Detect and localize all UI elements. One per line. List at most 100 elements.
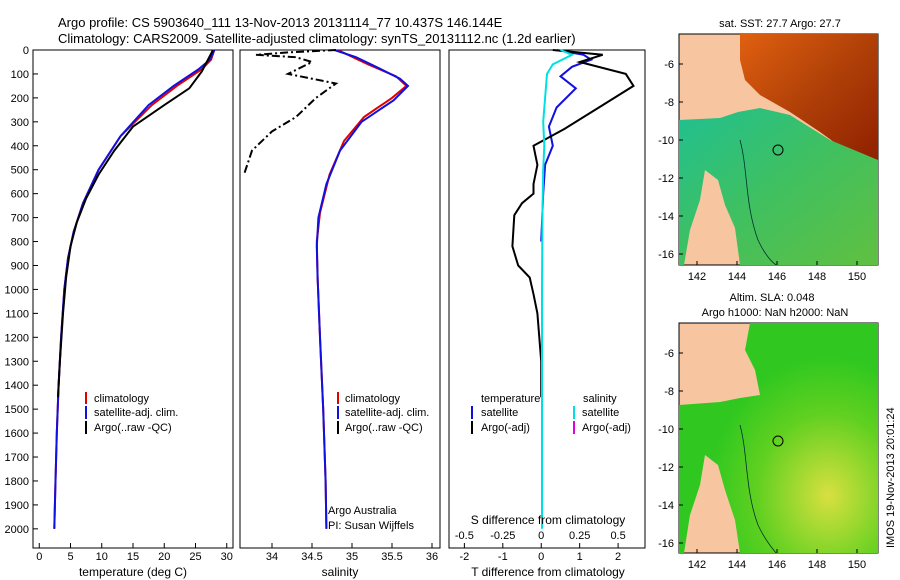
- x-tick-label: 34: [266, 551, 278, 563]
- x-tick-label: 1: [577, 551, 583, 563]
- temperature-series: [53, 49, 216, 529]
- series-line-argo-raw-qc-: [243, 49, 339, 175]
- legend-sal-argo: Argo(-adj): [582, 422, 631, 434]
- x-tick-label: 2: [615, 551, 621, 563]
- series-line-satellite-adj-clim-: [315, 49, 410, 529]
- credit-line-2: PI: Susan Wijffels: [328, 520, 414, 532]
- series-line-argo-raw-qc-: [57, 49, 214, 398]
- map-x-tick-label: 148: [808, 271, 826, 283]
- map-x-tick-label: 148: [808, 559, 826, 571]
- sla-argo-marker: [772, 435, 784, 447]
- legend-climatology: climatology: [345, 393, 401, 405]
- credit-line-1: Argo Australia: [328, 505, 397, 517]
- map-y-tick-label: -6: [664, 348, 674, 360]
- x-tick-label: 30: [221, 551, 233, 563]
- x-tick-label: 35: [346, 551, 358, 563]
- map-x-tick-label: 146: [768, 559, 786, 571]
- map-y-tick-label: -12: [658, 173, 674, 185]
- map-x-tick-label: 144: [728, 271, 746, 283]
- temperature-legend: climatology satellite-adj. clim. Argo(..…: [85, 392, 178, 434]
- x-tick-label: 34.5: [301, 551, 322, 563]
- x-tick-label: -2: [459, 551, 469, 563]
- map-x-tick-label: 146: [768, 271, 786, 283]
- temperature-xlabel: temperature (deg C): [79, 565, 187, 579]
- legend-satellite-adj: satellite-adj. clim.: [94, 407, 178, 419]
- salinity-legend: climatology satellite-adj. clim. Argo(..…: [337, 392, 429, 434]
- legend-salinity-heading: salinity: [583, 393, 617, 405]
- sla-map: Altim. SLA: 0.048 Argo h1000: NaN h2000:…: [658, 292, 879, 571]
- header-line-1: Argo profile: CS 5903640_111 13-Nov-2013…: [58, 15, 503, 30]
- salinity-xlabel: salinity: [322, 565, 359, 579]
- series-line-salinity-satellite: [541, 49, 575, 529]
- depth-tick-label: 1000: [5, 284, 29, 296]
- x-tick-label: 36: [426, 551, 438, 563]
- sla-map-title-2: Argo h1000: NaN h2000: NaN: [702, 307, 849, 319]
- difference-legend: temperature satellite Argo(-adj) salinit…: [471, 393, 631, 434]
- difference-x-ticks: -2 -1 0 1 2: [459, 543, 621, 563]
- x-tick-label: 15: [127, 551, 139, 563]
- x-tick-label: 5: [67, 551, 73, 563]
- legend-argo: Argo(..raw -QC): [345, 422, 423, 434]
- legend-argo: Argo(..raw -QC): [94, 422, 172, 434]
- legend-temperature-heading: temperature: [481, 393, 540, 405]
- map-y-tick-label: -14: [658, 211, 674, 223]
- map-x-tick-label: 142: [688, 271, 706, 283]
- series-line-temperature-argo-adj-: [511, 49, 635, 398]
- depth-tick-label: 0: [23, 45, 29, 57]
- s-diff-tick-label: 0: [538, 530, 544, 542]
- x-tick-label: 0: [538, 551, 544, 563]
- sst-map-ticks: 142 144 146 148 150 -6 -8 -10 -12 -14 -16: [658, 59, 866, 283]
- map-y-tick-label: -16: [658, 538, 674, 550]
- x-tick-label: -1: [498, 551, 508, 563]
- depth-tick-label: 500: [11, 165, 29, 177]
- temperature-x-ticks: 0 5 10 15 20 25 30: [36, 543, 233, 563]
- depth-tick-label: 1800: [5, 476, 29, 488]
- salinity-series: [243, 49, 410, 529]
- map-x-tick-label: 150: [848, 271, 866, 283]
- sla-map-title-1: Altim. SLA: 0.048: [730, 292, 815, 304]
- s-diff-tick-label: -0.5: [455, 530, 474, 542]
- sla-coastline: [739, 424, 777, 554]
- depth-tick-label: 800: [11, 237, 29, 249]
- s-diff-tick-label: 0.25: [569, 530, 590, 542]
- t-difference-label: T difference from climatology: [471, 565, 625, 579]
- depth-tick-label: 100: [11, 69, 29, 81]
- sst-ocean-north: [740, 34, 878, 160]
- salinity-difference-ticks: -0.5 -0.25 0 0.25 0.5: [455, 530, 626, 542]
- s-diff-tick-label: -0.25: [490, 530, 515, 542]
- depth-tick-label: 1900: [5, 500, 29, 512]
- x-tick-label: 0: [36, 551, 42, 563]
- map-x-tick-label: 150: [848, 559, 866, 571]
- depth-tick-label: 1400: [5, 380, 29, 392]
- depth-tick-label: 1200: [5, 332, 29, 344]
- x-tick-label: 20: [158, 551, 170, 563]
- legend-climatology: climatology: [94, 393, 150, 405]
- depth-tick-label: 2000: [5, 524, 29, 536]
- s-difference-label: S difference from climatology: [471, 513, 626, 527]
- map-y-tick-label: -12: [658, 462, 674, 474]
- depth-tick-label: 700: [11, 213, 29, 225]
- depth-tick-label: 1500: [5, 404, 29, 416]
- s-diff-tick-label: 0.5: [610, 530, 625, 542]
- x-tick-label: 10: [96, 551, 108, 563]
- sst-map: sat. SST: 27.7 Argo: 27.7 142 144 146 148 15…: [658, 18, 879, 283]
- map-y-tick-label: -8: [664, 97, 674, 109]
- depth-tick-label: 1600: [5, 428, 29, 440]
- map-y-tick-label: -6: [664, 59, 674, 71]
- depth-tick-label: 300: [11, 117, 29, 129]
- legend-temp-satellite: satellite: [481, 407, 518, 419]
- depth-tick-label: 1100: [5, 308, 29, 320]
- map-y-tick-label: -14: [658, 500, 674, 512]
- salinity-x-ticks: 34 34.5 35 35.5 36: [266, 543, 438, 563]
- header-line-2: Climatology: CARS2009. Satellite-adjuste…: [58, 31, 576, 46]
- legend-satellite-adj: satellite-adj. clim.: [345, 407, 429, 419]
- sst-map-title: sat. SST: 27.7 Argo: 27.7: [719, 18, 841, 30]
- salinity-panel: 34 34.5 35 35.5 36 salinity climatology sate…: [239, 49, 441, 579]
- depth-tick-label: 1300: [5, 356, 29, 368]
- sst-coastline: [739, 139, 777, 266]
- map-x-tick-label: 144: [728, 559, 746, 571]
- imos-stamp: IMOS 19-Nov-2013 20:01:24: [885, 407, 897, 548]
- depth-tick-label: 600: [11, 189, 29, 201]
- map-y-tick-label: -16: [658, 249, 674, 261]
